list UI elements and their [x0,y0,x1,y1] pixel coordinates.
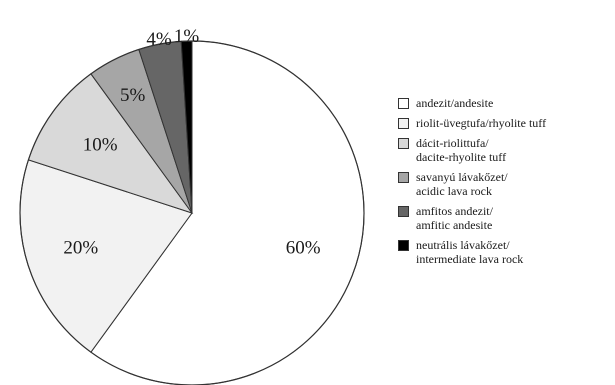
legend-label-line: dácit-riolittufa/ [416,136,489,150]
legend-label-intermediate-lava-rock: neutrális lávakőzet/intermediate lava ro… [416,238,523,266]
legend-swatch-rhyolite-tuff [398,118,409,129]
legend-item-rhyolite-tuff: riolit-üvegtufa/rhyolite tuff [398,116,610,130]
legend-label-line: savanyú lávakőzet/ [416,170,508,184]
legend-item-andesite: andezit/andesite [398,96,610,110]
chart-legend: andezit/andesite riolit-üvegtufa/rhyolite… [398,96,610,272]
legend-label-andesite: andezit/andesite [416,96,493,110]
legend-label-acidic-lava-rock: savanyú lávakőzet/acidic lava rock [416,170,508,198]
legend-label-line: intermediate lava rock [416,252,524,266]
legend-swatch-acidic-lava-rock [398,172,409,183]
legend-swatch-dacite-rhyolite-tuff [398,138,409,149]
legend-swatch-intermediate-lava-rock [398,240,409,251]
slice-label-dacite-rhyolite-tuff: 10% [83,135,118,156]
legend-label-line: amfitic andesite [416,218,493,232]
legend-item-dacite-rhyolite-tuff: dácit-riolittufa/dacite-rhyolite tuff [398,136,610,164]
legend-label-line: acidic lava rock [416,184,492,198]
pie-outline [19,40,365,385]
slice-label-andesite: 60% [286,237,321,258]
legend-label-amfitic-andesite: amfitos andezit/amfitic andesite [416,204,493,232]
slice-label-intermediate-lava-rock: 1% [174,26,200,47]
slice-label-acidic-lava-rock: 5% [120,85,146,106]
slice-label-amfitic-andesite: 4% [146,29,172,50]
legend-item-intermediate-lava-rock: neutrális lávakőzet/intermediate lava ro… [398,238,610,266]
legend-label-rhyolite-tuff: riolit-üvegtufa/rhyolite tuff [416,116,546,130]
legend-label-dacite-rhyolite-tuff: dácit-riolittufa/dacite-rhyolite tuff [416,136,506,164]
legend-swatch-amfitic-andesite [398,206,409,217]
legend-label-line: dacite-rhyolite tuff [416,150,507,164]
legend-label-line: amfitos andezit/ [416,204,493,218]
legend-swatch-andesite [398,98,409,109]
legend-label-line: neutrális lávakőzet/ [416,238,510,252]
legend-item-acidic-lava-rock: savanyú lávakőzet/acidic lava rock [398,170,610,198]
legend-item-amfitic-andesite: amfitos andezit/amfitic andesite [398,204,610,232]
legend-label-line: riolit-üvegtufa/rhyolite tuff [416,116,547,130]
legend-label-line: andezit/andesite [416,96,494,110]
slice-label-rhyolite-tuff: 20% [63,237,98,258]
